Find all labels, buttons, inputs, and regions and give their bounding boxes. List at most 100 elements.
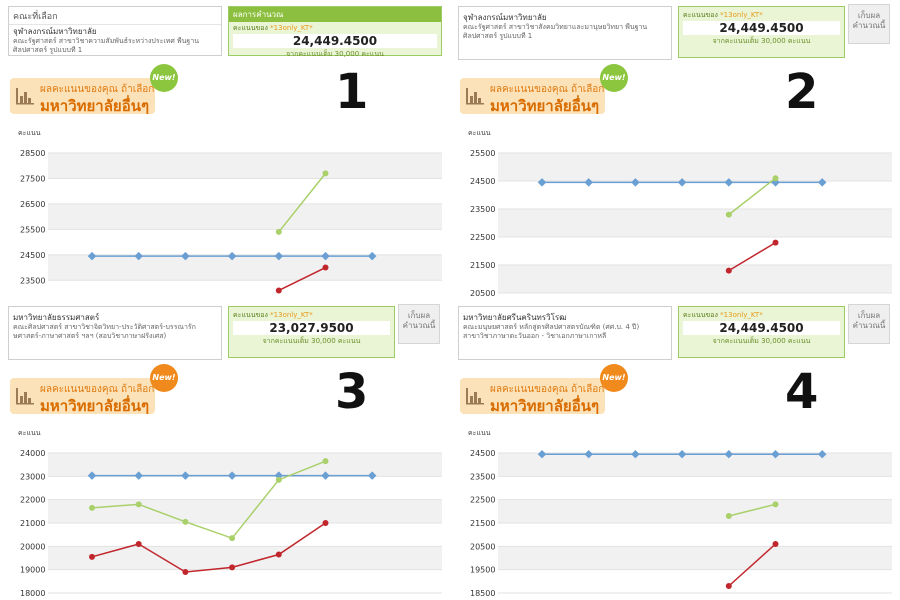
data-point (772, 541, 779, 547)
score-line-chart: 28500 27500 26500 25500 24500 23500 (0, 135, 450, 300)
faculty-name-line-1: คณะรัฐศาสตร์ สาขาวิชาความสัมพันธ์ระหว่าง… (13, 37, 200, 45)
save-calculation-button[interactable]: เก็บผล คำนวณนี้ (848, 4, 890, 44)
data-point (275, 287, 282, 294)
y-tick-label: 24000 (20, 449, 45, 458)
data-point (321, 471, 330, 480)
score-label-text: คะแนนของ (233, 24, 268, 32)
other-universities-banner[interactable]: ผลคะแนนของคุณ ถ้าเลือก มหาวิทยาลัยอื่นๆ (460, 378, 605, 415)
data-point (322, 520, 329, 526)
chart-svg: 24000 23000 22000 21000 20000 19000 18000 (20, 449, 442, 598)
screenshot-panel-3: มหาวิทยาลัยธรรมศาสตร์ คณะศิลปศาสตร์ สาขาว… (0, 300, 450, 600)
data-point (89, 553, 95, 560)
y-tick-label: 22500 (470, 496, 495, 505)
data-point (725, 583, 732, 589)
score-owner-label: คะแนนของ *13only_KT* (679, 9, 844, 21)
banner-line-1: ผลคะแนนของคุณ ถ้าเลือก (40, 84, 155, 95)
screenshot-panel-4: มหาวิทยาลัยศรีนครินทรวิโรฒ คณะมนุษยศาสตร์… (450, 300, 900, 600)
data-point (677, 178, 687, 187)
y-axis-label: คะแนน (468, 429, 491, 437)
university-name: มหาวิทยาลัยศรีนครินทรวิโรฒ (463, 313, 567, 322)
data-point (182, 569, 189, 575)
bar-chart-icon (15, 86, 35, 106)
score-full-text: จากคะแนนเต็ม 30,000 คะแนน (262, 337, 361, 345)
data-point (87, 251, 97, 261)
selected-faculty-box: มหาวิทยาลัยธรรมศาสตร์ คณะศิลปศาสตร์ สาขาว… (8, 306, 222, 360)
series-line (91, 522, 326, 573)
grid-band (48, 453, 442, 477)
y-axis-label: คะแนน (18, 429, 41, 437)
data-point (725, 513, 732, 519)
data-point (322, 170, 329, 177)
faculty-name-line-2: สาขาวิชาภาษาตะวันออก - วิชาเอกภาษาเกาหลี (463, 332, 607, 340)
data-point (772, 501, 779, 508)
panel-number: 1 (335, 64, 369, 120)
data-point (725, 267, 732, 274)
data-point (321, 251, 330, 261)
score-username: *13only_KT* (720, 311, 763, 319)
score-label-text: คะแนนของ (233, 311, 268, 319)
banner-line-2: มหาวิทยาลัยอื่นๆ (490, 97, 600, 115)
score-result-box: ผลการคำนวณ คะแนนของ *13only_KT* 24,449.450… (228, 6, 442, 58)
data-point (227, 251, 237, 261)
chart-svg: 24500 23500 22500 21500 20500 19500 18500 (470, 449, 892, 598)
data-point (275, 228, 282, 235)
score-username: *13only_KT* (270, 311, 313, 319)
save-calculation-button[interactable]: เก็บผล คำนวณนี้ (848, 304, 890, 344)
grid-band (498, 499, 892, 523)
data-point (677, 449, 687, 459)
series-line (278, 172, 327, 233)
save-calculation-button[interactable]: เก็บผล คำนวณนี้ (398, 304, 440, 344)
bar-chart-icon (465, 86, 485, 106)
other-universities-banner[interactable]: ผลคะแนนของคุณ ถ้าเลือก มหาวิทยาลัยอื่นๆ (10, 378, 155, 415)
data-point (725, 211, 732, 218)
data-point (274, 251, 284, 261)
score-owner-label: คะแนนของ *13only_KT* (229, 22, 441, 34)
data-point (275, 551, 282, 558)
score-result-box: คะแนนของ *13only_KT* 24,449.4500 จากคะแนนเ… (678, 306, 845, 358)
y-tick-label: 24500 (20, 251, 45, 260)
new-badge: New! (600, 64, 628, 92)
grid-band (498, 265, 892, 293)
screenshot-panel-1: คณะที่เลือก จุฬาลงกรณ์มหาวิทยาลัย คณะรัฐศา… (0, 0, 450, 300)
y-tick-label: 23500 (470, 205, 495, 214)
panel-number: 2 (785, 64, 819, 120)
new-badge: New! (150, 64, 178, 92)
other-universities-banner[interactable]: ผลคะแนนของคุณ ถ้าเลือกมหาวิทยาลัยอื่นๆ (460, 78, 605, 115)
bar-chart-icon (465, 386, 485, 406)
grid-band (48, 499, 442, 523)
new-badge: New! (150, 364, 178, 392)
score-label-text: คะแนนของ (683, 11, 718, 19)
score-full-text: จากคะแนนเต็ม 30,000 คะแนน (712, 37, 811, 45)
selected-faculty-box: จุฬาลงกรณ์มหาวิทยาลัย คณะรัฐศาสตร์ สาขาวิ… (458, 6, 672, 60)
banner-line-1: ผลคะแนนของคุณ ถ้าเลือก (490, 384, 605, 395)
score-owner-label: คะแนนของ *13only_KT* (679, 309, 844, 321)
y-tick-label: 21500 (470, 261, 495, 270)
new-badge: New! (600, 364, 628, 392)
panel-number: 3 (335, 364, 369, 420)
grid-band (48, 153, 442, 179)
university-name: มหาวิทยาลัยธรรมศาสตร์ (13, 313, 100, 322)
faculty-name-line-1: คณะศิลปศาสตร์ สาขาวิชาจิตวิทยา-ประวัติศา… (13, 323, 196, 331)
y-tick-label: 18500 (470, 589, 495, 598)
other-universities-banner[interactable]: ผลคะแนนของคุณ ถ้าเลือก มหาวิทยาลัยอื่นๆ (10, 78, 155, 115)
banner-line-1: ผลคะแนนของคุณ ถ้าเลือก (490, 84, 605, 95)
grid-band (48, 254, 442, 281)
y-tick-label: 18000 (20, 589, 45, 598)
score-line-chart: 24500 23500 22500 21500 20500 19500 18500 (450, 435, 900, 600)
panel-number: 4 (785, 364, 819, 420)
y-tick-label: 25500 (470, 149, 495, 158)
selected-faculty-box: มหาวิทยาลัยศรีนครินทรวิโรฒ คณะมนุษยศาสตร์… (458, 306, 672, 360)
grid-band (498, 546, 892, 570)
y-tick-label: 21000 (20, 519, 45, 528)
y-tick-label: 21500 (470, 519, 495, 528)
series-line (728, 543, 777, 587)
data-point (229, 535, 236, 542)
banner-line-2: มหาวิทยาลัยอื่นๆ (40, 397, 150, 415)
score-value: 23,027.9500 (233, 321, 390, 335)
faculty-box-header: คณะที่เลือก (9, 7, 221, 25)
chart-svg: 28500 27500 26500 25500 24500 23500 (20, 149, 442, 294)
score-value: 24,449.4500 (683, 321, 840, 335)
series-line (728, 503, 776, 517)
y-tick-label: 27500 (20, 174, 45, 183)
series-line (278, 266, 326, 292)
